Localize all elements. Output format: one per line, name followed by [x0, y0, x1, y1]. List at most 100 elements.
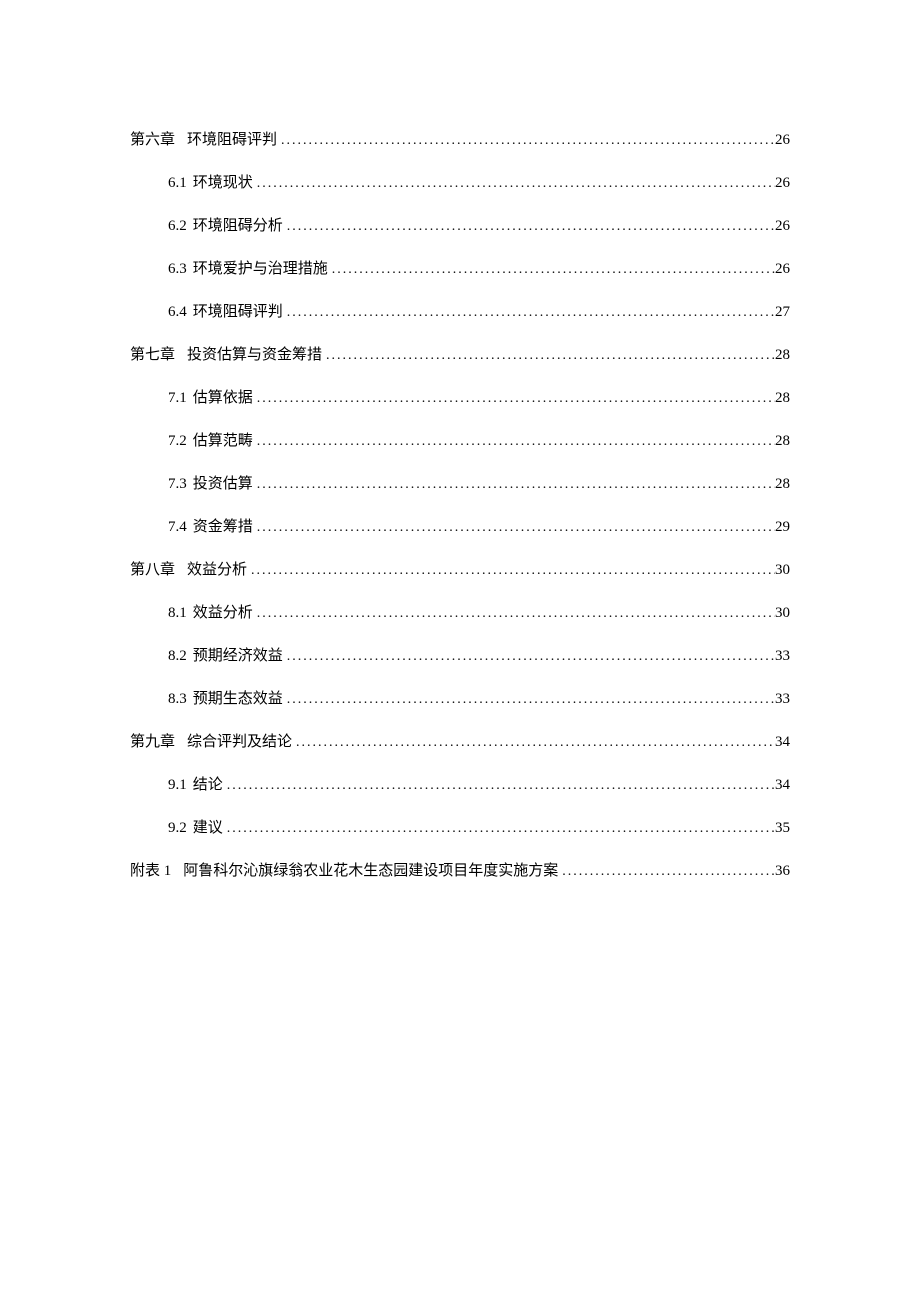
toc-entry-title: 结论 — [193, 777, 223, 793]
toc-entry-page: 27 — [775, 302, 790, 323]
toc-entry: 6.2 环境阻碍分析 26 — [130, 216, 790, 237]
toc-entry-num: 6.2 — [168, 218, 187, 234]
toc-leader-dots — [253, 604, 775, 624]
toc-entry-num: 第七章 — [130, 347, 175, 363]
toc-entry-num: 6.4 — [168, 304, 187, 320]
toc-entry-title: 环境阻碍分析 — [193, 218, 283, 234]
toc-leader-dots — [223, 776, 775, 796]
toc-entry-num: 8.1 — [168, 605, 187, 621]
toc-entry-title: 投资估算 — [193, 476, 253, 492]
toc-entry-num: 7.3 — [168, 476, 187, 492]
toc-entry-num: 第八章 — [130, 562, 175, 578]
toc-entry-title: 效益分析 — [187, 562, 247, 578]
toc-entry-title: 建议 — [193, 820, 223, 836]
toc-entry-page: 26 — [775, 130, 790, 151]
toc-entry-label: 6.1 环境现状 — [168, 173, 253, 194]
toc-leader-dots — [322, 346, 775, 366]
toc-entry-num: 6.1 — [168, 175, 187, 191]
toc-entry-page: 26 — [775, 259, 790, 280]
toc-entry-label: 8.1效益分析 — [168, 603, 253, 624]
toc-leader-dots — [253, 389, 775, 409]
toc-entry-num: 8.2 — [168, 648, 187, 664]
toc-entry: 7.2 估算范畴 28 — [130, 431, 790, 452]
toc-entry-num: 6.3 — [168, 261, 187, 277]
toc-entry-title: 资金筹措 — [193, 519, 253, 535]
toc-entry-label: 6.4 环境阻碍评判 — [168, 302, 283, 323]
toc-entry-page: 35 — [775, 818, 790, 839]
toc-entry-title: 环境爱护与治理措施 — [193, 261, 328, 277]
toc-entry-label: 7.2 估算范畴 — [168, 431, 253, 452]
toc-leader-dots — [223, 819, 775, 839]
toc-entry: 第九章综合评判及结论 34 — [130, 732, 790, 753]
toc-leader-dots — [558, 862, 775, 882]
toc-entry: 6.3 环境爱护与治理措施 26 — [130, 259, 790, 280]
toc-entry-page: 30 — [775, 603, 790, 624]
toc-leader-dots — [247, 561, 775, 581]
toc-leader-dots — [292, 733, 775, 753]
toc-entry-label: 8.2 预期经济效益 — [168, 646, 283, 667]
toc-leader-dots — [253, 432, 775, 452]
toc-entry-page: 30 — [775, 560, 790, 581]
toc-entry: 第七章投资估算与资金筹措 28 — [130, 345, 790, 366]
toc-entry-page: 29 — [775, 517, 790, 538]
toc-entry: 9.1结论34 — [130, 775, 790, 796]
toc-entry-page: 26 — [775, 216, 790, 237]
toc-entry: 第六章环境阻碍评判 26 — [130, 130, 790, 151]
toc-entry: 附表 1 阿鲁科尔沁旗绿翁农业花木生态园建设项目年度实施方案 36 — [130, 861, 790, 882]
toc-entry: 6.1 环境现状 26 — [130, 173, 790, 194]
toc-entry-title: 环境现状 — [193, 175, 253, 191]
toc-entry-num: 7.4 — [168, 519, 187, 535]
toc-entry: 7.3 投资估算 28 — [130, 474, 790, 495]
toc-entry-page: 34 — [775, 775, 790, 796]
toc-entry-title: 预期生态效益 — [193, 691, 283, 707]
toc-entry: 第八章效益分析 30 — [130, 560, 790, 581]
toc-leader-dots — [283, 690, 775, 710]
toc-leader-dots — [253, 475, 775, 495]
toc-entry-label: 7.4 资金筹措 — [168, 517, 253, 538]
toc-entry-label: 7.3 投资估算 — [168, 474, 253, 495]
toc-entry-title: 预期经济效益 — [193, 648, 283, 664]
toc-entry-label: 第九章综合评判及结论 — [130, 732, 292, 753]
toc-entry-title: 环境阻碍评判 — [193, 304, 283, 320]
toc-entry-num: 7.1 — [168, 390, 187, 406]
toc-entry-label: 附表 1 阿鲁科尔沁旗绿翁农业花木生态园建设项目年度实施方案 — [130, 861, 558, 882]
toc-entry-num: 第九章 — [130, 734, 175, 750]
toc-entry-title: 估算范畴 — [193, 433, 253, 449]
toc-entry-page: 28 — [775, 474, 790, 495]
toc-leader-dots — [283, 647, 775, 667]
toc-entry: 6.4 环境阻碍评判 27 — [130, 302, 790, 323]
toc-entry-num: 第六章 — [130, 132, 175, 148]
toc-leader-dots — [283, 303, 775, 323]
toc-entry-label: 8.3 预期生态效益 — [168, 689, 283, 710]
toc-leader-dots — [253, 518, 775, 538]
toc-entry: 9.2 建议 35 — [130, 818, 790, 839]
toc-entry-page: 33 — [775, 646, 790, 667]
toc-entry-label: 第七章投资估算与资金筹措 — [130, 345, 322, 366]
toc-entry: 7.1 估算依据 28 — [130, 388, 790, 409]
toc-entry-num: 9.2 — [168, 820, 187, 836]
toc-entry-num: 8.3 — [168, 691, 187, 707]
toc-entry: 8.1效益分析 30 — [130, 603, 790, 624]
toc-entry-label: 9.2 建议 — [168, 818, 223, 839]
toc-entry-num: 附表 1 — [130, 863, 171, 879]
toc-entry-page: 34 — [775, 732, 790, 753]
toc-entry-num: 7.2 — [168, 433, 187, 449]
toc-leader-dots — [328, 260, 775, 280]
toc-entry-page: 28 — [775, 345, 790, 366]
toc-entry-page: 26 — [775, 173, 790, 194]
toc-entry-title: 估算依据 — [193, 390, 253, 406]
toc-entry: 8.2 预期经济效益 33 — [130, 646, 790, 667]
toc-entry: 8.3预期生态效益33 — [130, 689, 790, 710]
toc-entry-page: 36 — [775, 861, 790, 882]
toc-entry-page: 28 — [775, 388, 790, 409]
toc-entry-page: 28 — [775, 431, 790, 452]
toc-entry: 7.4 资金筹措 29 — [130, 517, 790, 538]
toc-entry-title: 阿鲁科尔沁旗绿翁农业花木生态园建设项目年度实施方案 — [183, 863, 558, 879]
toc-entry-title: 投资估算与资金筹措 — [187, 347, 322, 363]
toc-entry-label: 第八章效益分析 — [130, 560, 247, 581]
table-of-contents: 第六章环境阻碍评判266.1环境现状266.2环境阻碍分析266.3环境爱护与治… — [130, 130, 790, 882]
toc-entry-label: 第六章环境阻碍评判 — [130, 130, 277, 151]
toc-leader-dots — [283, 217, 775, 237]
toc-leader-dots — [277, 131, 775, 151]
toc-leader-dots — [253, 174, 775, 194]
